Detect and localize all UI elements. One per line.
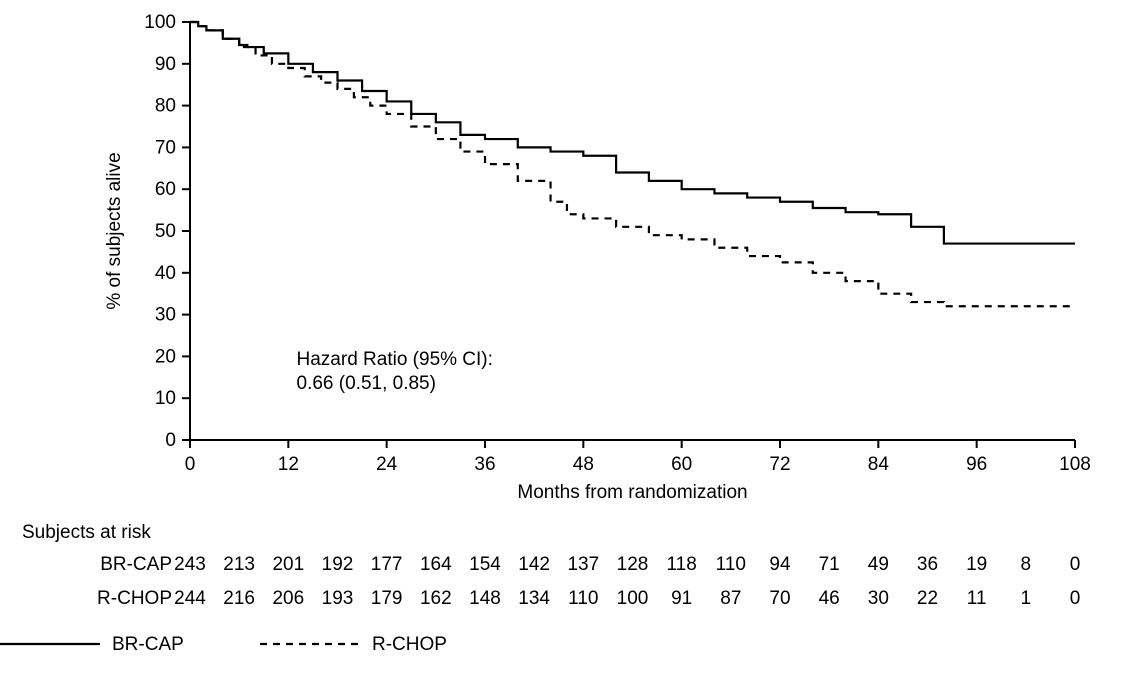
at-risk-cell: 177 [363,554,411,576]
y-tick-label: 100 [144,12,176,33]
at-risk-cell: 164 [412,554,460,576]
at-risk-cell: 201 [264,554,312,576]
at-risk-cell: 193 [314,588,362,610]
y-tick-label: 60 [155,179,176,200]
at-risk-cell: 94 [756,554,804,576]
y-tick-label: 20 [155,346,176,367]
x-tick-label: 84 [868,454,890,475]
x-tick-label: 60 [671,454,692,475]
at-risk-cell: 206 [264,588,312,610]
at-risk-row-label-br-cap: BR-CAP [22,554,172,576]
x-tick-label: 72 [769,454,790,475]
at-risk-cell: 137 [559,554,607,576]
y-tick-label: 50 [155,221,176,242]
at-risk-cell: 216 [215,588,263,610]
x-tick-label: 24 [376,454,398,475]
legend-label-r-chop: R-CHOP [372,634,447,655]
at-risk-cell: 128 [609,554,657,576]
at-risk-cell: 148 [461,588,509,610]
at-risk-cell: 8 [1002,554,1050,576]
at-risk-cell: 91 [658,588,706,610]
at-risk-cell: 213 [215,554,263,576]
at-risk-cell: 46 [805,588,853,610]
y-tick-label: 90 [155,54,176,75]
at-risk-cell: 142 [510,554,558,576]
at-risk-cell: 110 [707,554,755,576]
x-tick-label: 12 [278,454,299,475]
at-risk-cell: 49 [854,554,902,576]
at-risk-cell: 30 [854,588,902,610]
x-tick-label: 36 [474,454,495,475]
survival-chart: 0 10 20 30 40 50 60 70 80 90 100 0 12 24 36 48 60 72 84 96 1… [0,0,1128,520]
at-risk-cell: 100 [609,588,657,610]
y-tick-label: 40 [155,263,176,284]
y-tick-label: 0 [165,430,176,451]
km-figure: { "chart": { "type": "kaplan-meier-survi… [0,0,1128,693]
at-risk-cell: 134 [510,588,558,610]
at-risk-cell: 0 [1051,588,1099,610]
at-risk-cell: 22 [904,588,952,610]
y-axis-label: % of subjects alive [104,152,125,309]
at-risk-cell: 0 [1051,554,1099,576]
at-risk-header: Subjects at risk [22,522,151,544]
at-risk-cell: 19 [953,554,1001,576]
at-risk-cell: 243 [166,554,214,576]
hr-annotation-line1: Hazard Ratio (95% CI): [297,349,493,370]
x-tick-label: 48 [573,454,594,475]
y-tick-label: 80 [155,96,176,117]
at-risk-cell: 71 [805,554,853,576]
y-tick-label: 70 [155,137,176,158]
at-risk-cell: 87 [707,588,755,610]
at-risk-cell: 154 [461,554,509,576]
at-risk-cell: 1 [1002,588,1050,610]
at-risk-cell: 192 [314,554,362,576]
legend-label-br-cap: BR-CAP [112,634,184,655]
x-tick-label: 96 [966,454,987,475]
y-tick-label: 30 [155,305,176,326]
y-tick-label: 10 [155,388,176,409]
x-axis-label: Months from randomization [517,482,747,503]
x-tick-label: 0 [185,454,196,475]
at-risk-cell: 36 [904,554,952,576]
x-tick-label: 108 [1059,454,1091,475]
at-risk-cell: 244 [166,588,214,610]
at-risk-row-label-r-chop: R-CHOP [22,588,172,610]
at-risk-cell: 179 [363,588,411,610]
at-risk-cell: 11 [953,588,1001,610]
at-risk-cell: 162 [412,588,460,610]
chart-legend: BR-CAP R-CHOP [0,630,1128,658]
at-risk-cell: 118 [658,554,706,576]
at-risk-cell: 70 [756,588,804,610]
hr-annotation-line2: 0.66 (0.51, 0.85) [297,373,436,394]
at-risk-cell: 110 [559,588,607,610]
